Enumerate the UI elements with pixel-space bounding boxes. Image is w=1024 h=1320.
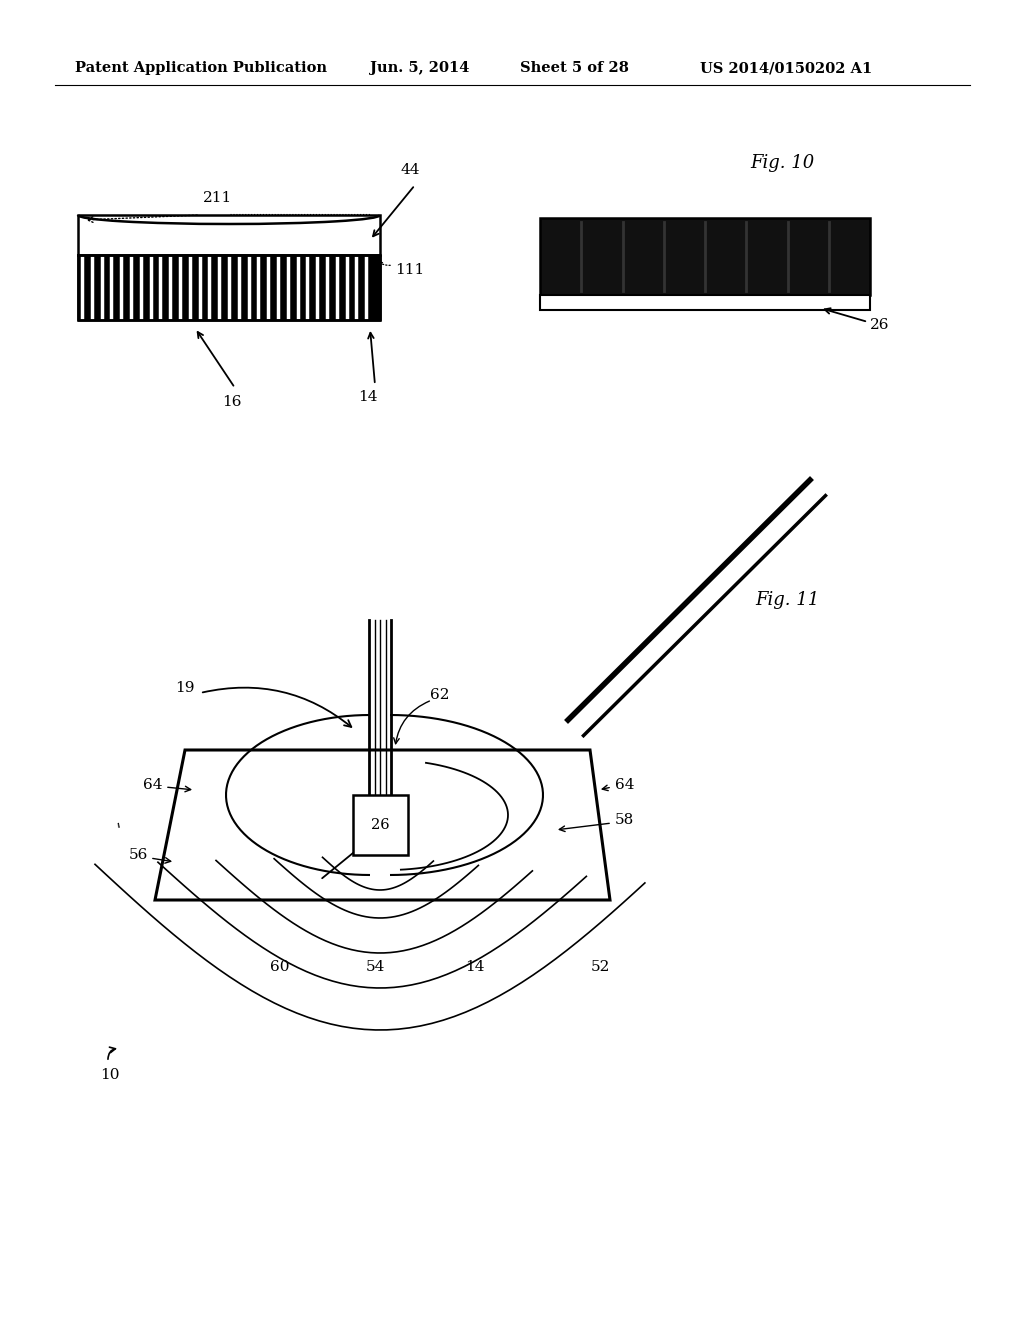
Text: Jun. 5, 2014: Jun. 5, 2014 — [370, 61, 469, 75]
Text: 54: 54 — [366, 960, 385, 974]
Polygon shape — [155, 750, 610, 900]
Text: US 2014/0150202 A1: US 2014/0150202 A1 — [700, 61, 872, 75]
Text: 26: 26 — [371, 818, 389, 832]
FancyArrowPatch shape — [393, 701, 429, 743]
Text: 26: 26 — [870, 318, 890, 333]
Text: 19: 19 — [175, 681, 195, 696]
Bar — [352, 795, 408, 855]
Text: 10: 10 — [100, 1068, 120, 1082]
Text: Fig. 10: Fig. 10 — [750, 154, 814, 172]
Bar — [540, 294, 870, 310]
FancyArrowPatch shape — [108, 1047, 116, 1059]
Text: 14: 14 — [465, 960, 484, 974]
Text: 58: 58 — [615, 813, 634, 828]
Text: 60: 60 — [270, 960, 290, 974]
Text: 16: 16 — [222, 395, 242, 409]
Text: 64: 64 — [142, 777, 162, 792]
Text: Sheet 5 of 28: Sheet 5 of 28 — [520, 61, 629, 75]
Text: 211: 211 — [204, 191, 232, 205]
Bar — [78, 255, 380, 319]
Text: 111: 111 — [395, 263, 424, 277]
Text: Patent Application Publication: Patent Application Publication — [75, 61, 327, 75]
Bar — [540, 218, 870, 294]
FancyArrowPatch shape — [203, 688, 351, 727]
Text: 14: 14 — [358, 389, 378, 404]
Text: 64: 64 — [615, 777, 635, 792]
Text: ': ' — [115, 821, 123, 838]
Text: Fig. 11: Fig. 11 — [755, 591, 819, 609]
Text: 44: 44 — [400, 162, 420, 177]
Text: 56: 56 — [129, 847, 148, 862]
Bar — [78, 215, 380, 255]
Text: 62: 62 — [430, 688, 450, 702]
Text: 52: 52 — [590, 960, 609, 974]
